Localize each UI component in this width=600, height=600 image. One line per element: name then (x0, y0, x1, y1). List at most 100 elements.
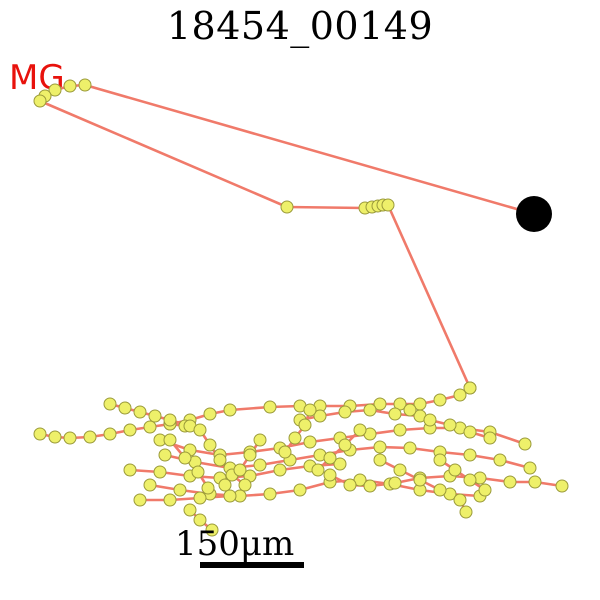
trace-node (205, 523, 219, 537)
trace-lines (38, 83, 563, 531)
trace-node (503, 475, 517, 489)
trace-node (103, 397, 117, 411)
trace-node (163, 493, 177, 507)
trace-node (463, 448, 477, 462)
trace-node (459, 505, 473, 519)
trace-node (338, 405, 352, 419)
trace-branch (140, 494, 231, 502)
trace-node (253, 458, 267, 472)
trace-node (33, 94, 47, 108)
trace-node (353, 423, 367, 437)
trace-node (263, 487, 277, 501)
trace-node (373, 397, 387, 411)
trace-node (453, 388, 467, 402)
trace-node (493, 453, 507, 467)
trace-node (203, 438, 217, 452)
trace-node (393, 463, 407, 477)
trace-node (303, 403, 317, 417)
trace-node (423, 413, 437, 427)
trace-branch (317, 429, 361, 471)
trace-node (201, 481, 215, 495)
trace-node (118, 401, 132, 415)
trace-node (193, 513, 207, 527)
trace-node (433, 453, 447, 467)
trace-node (253, 433, 267, 447)
trace-node (148, 409, 162, 423)
trace-node (48, 83, 62, 97)
trace-node (388, 476, 402, 490)
trace-node (338, 438, 352, 452)
trace-node (453, 493, 467, 507)
trace-node (363, 479, 377, 493)
trace-node (443, 418, 457, 432)
trace-node (363, 403, 377, 417)
trace-node (218, 478, 232, 492)
trace-node (463, 381, 477, 395)
trace-node (333, 457, 347, 471)
trace-node (433, 483, 447, 497)
trace-node (303, 435, 317, 449)
trace-node (343, 478, 357, 492)
trace-node (238, 478, 252, 492)
trace-node (203, 407, 217, 421)
trace-node (143, 478, 157, 492)
trace-node (528, 475, 542, 489)
trace-node (63, 431, 77, 445)
trace-node (153, 465, 167, 479)
trace-node (173, 483, 187, 497)
trace-nodes (33, 78, 569, 537)
trace-node (133, 405, 147, 419)
trace-branch (439, 458, 486, 492)
trace-branch (38, 83, 535, 389)
trace-node (373, 440, 387, 454)
trace-node (293, 483, 307, 497)
trace-node (163, 433, 177, 447)
trace-node (178, 451, 192, 465)
soma (516, 196, 552, 232)
trace-node (478, 483, 492, 497)
trace-node (483, 431, 497, 445)
trace-node (263, 400, 277, 414)
trace-node (433, 393, 447, 407)
trace-node (555, 479, 569, 493)
trace-node (193, 491, 207, 505)
trace-node (243, 448, 257, 462)
trace-node (133, 493, 147, 507)
trace-node (323, 451, 337, 465)
figure-title: 18454_00149 (166, 4, 434, 48)
trace-node (191, 465, 205, 479)
trace-node (388, 407, 402, 421)
trace-node (223, 403, 237, 417)
trace-node (103, 427, 117, 441)
trace-node (233, 463, 247, 477)
trace-node (518, 437, 532, 451)
trace-node (463, 425, 477, 439)
trace-node (298, 418, 312, 432)
scale-bar (200, 562, 304, 568)
trace-branch (283, 409, 312, 453)
trace-node (143, 420, 157, 434)
trace-node (223, 489, 237, 503)
trace-node (280, 200, 294, 214)
trace-node (193, 423, 207, 437)
trace-node (523, 461, 537, 475)
scale-label: 150μm (175, 524, 295, 564)
trace-node (213, 453, 227, 467)
trace-node (123, 463, 137, 477)
trace-node (413, 473, 427, 487)
trace-node (163, 413, 177, 427)
trace-node (373, 453, 387, 467)
trace-node (183, 503, 197, 517)
trace-node (381, 198, 395, 212)
trace-node (48, 430, 62, 444)
trace-node (78, 78, 92, 92)
trace-node (393, 423, 407, 437)
trace-node (463, 473, 477, 487)
trace-node (403, 441, 417, 455)
trace-node (311, 463, 325, 477)
trace-node (83, 430, 97, 444)
trace-node (278, 445, 292, 459)
trace-node (288, 431, 302, 445)
